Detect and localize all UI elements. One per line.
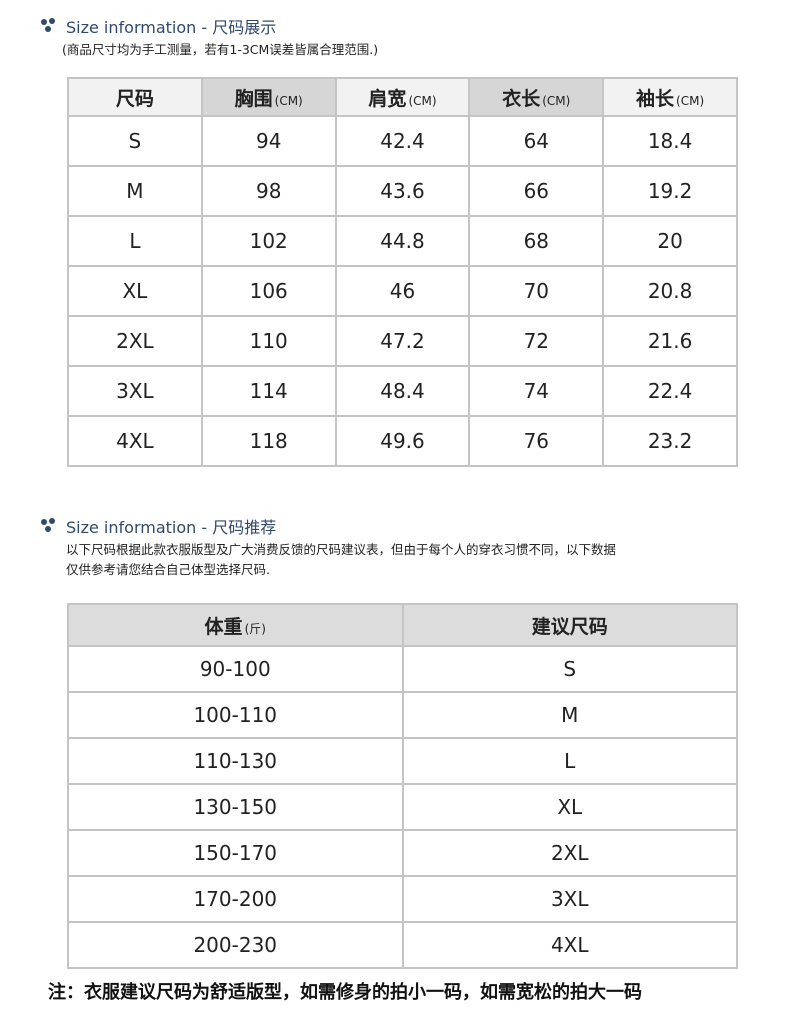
cell: 43.6 <box>334 165 471 217</box>
row: XL 106 46 70 20.8 <box>67 265 738 317</box>
header-row: 体重 (斤) 建议尺码 <box>67 603 738 647</box>
cell: 100-110 <box>67 691 404 739</box>
row: 150-170 2XL <box>67 829 738 877</box>
cell: 200-230 <box>67 921 404 969</box>
cell: 47.2 <box>334 315 471 367</box>
row: 3XL 114 48.4 74 22.4 <box>67 365 738 417</box>
row: M 98 43.6 66 19.2 <box>67 165 738 217</box>
cell: 22.4 <box>602 365 738 417</box>
header-cell: 胸围 (CM) <box>200 77 337 117</box>
row: 110-130 L <box>67 737 738 785</box>
cell: 72 <box>468 315 605 367</box>
cell: 23.2 <box>602 415 738 467</box>
cell: 42.4 <box>334 115 471 167</box>
section-title: Size information - 尺码展示 <box>38 14 276 38</box>
row: 2XL 110 47.2 72 21.6 <box>67 315 738 367</box>
cell: 49.6 <box>334 415 471 467</box>
note-line: 以下尺码根据此款衣服版型及广大消费反馈的尺码建议表，但由于每个人的穿衣习惯不同，… <box>66 542 617 557</box>
cell: L <box>67 215 203 267</box>
row: 170-200 3XL <box>67 875 738 923</box>
cell: 3XL <box>67 365 203 417</box>
cell: 110 <box>200 315 337 367</box>
note-line: 仅供参考请您结合自己体型选择尺码. <box>66 562 270 577</box>
cell: S <box>401 645 738 693</box>
row: 90-100 S <box>67 645 738 693</box>
row: 200-230 4XL <box>67 921 738 969</box>
note: 以下尺码根据此款衣服版型及广大消费反馈的尺码建议表，但由于每个人的穿衣习惯不同，… <box>66 540 616 580</box>
cell: XL <box>401 783 738 831</box>
cell: 90-100 <box>67 645 404 693</box>
row: 4XL 118 49.6 76 23.2 <box>67 415 738 467</box>
cell: 44.8 <box>334 215 471 267</box>
title-text: Size information - 尺码展示 <box>66 18 277 37</box>
footer-note: 注：衣服建议尺码为舒适版型，如需修身的拍小一码，如需宽松的拍大一码 <box>48 982 642 1003</box>
cell: 130-150 <box>67 783 404 831</box>
cell: 2XL <box>401 829 738 877</box>
header-unit: (CM) <box>542 93 571 108</box>
title-text: Size information - 尺码推荐 <box>66 518 277 537</box>
row: 100-110 M <box>67 691 738 739</box>
cell: 106 <box>200 265 337 317</box>
cell: M <box>67 165 203 217</box>
header-label: 建议尺码 <box>531 615 608 638</box>
header-label: 体重 <box>204 615 243 638</box>
row: L 102 44.8 68 20 <box>67 215 738 267</box>
cell: 2XL <box>67 315 203 367</box>
header-label: 尺码 <box>115 87 154 110</box>
header-unit: (CM) <box>274 93 303 108</box>
cell: 4XL <box>401 921 738 969</box>
cell: 118 <box>200 415 337 467</box>
cell: 48.4 <box>334 365 471 417</box>
cell: 20 <box>602 215 738 267</box>
cell: 21.6 <box>602 315 738 367</box>
cell: 4XL <box>67 415 203 467</box>
section-title: Size information - 尺码推荐 <box>38 514 276 538</box>
cell: 114 <box>200 365 337 417</box>
cell: 150-170 <box>67 829 404 877</box>
note: (商品尺寸均为手工测量，若有1-3CM误差皆属合理范围.) <box>62 42 379 57</box>
cell: 68 <box>468 215 605 267</box>
cell: XL <box>67 265 203 317</box>
cell: 76 <box>468 415 605 467</box>
cell: 94 <box>200 115 337 167</box>
header-cell: 体重 (斤) <box>67 603 404 647</box>
cell: 19.2 <box>602 165 738 217</box>
header-cell: 建议尺码 <box>401 603 738 647</box>
cell: 170-200 <box>67 875 404 923</box>
header-unit: (CM) <box>676 93 705 108</box>
cell: 3XL <box>401 875 738 923</box>
cell: 102 <box>200 215 337 267</box>
cell: L <box>401 737 738 785</box>
icon <box>41 518 55 532</box>
cell: S <box>67 115 203 167</box>
cell: 46 <box>334 265 471 317</box>
row: 130-150 XL <box>67 783 738 831</box>
header-cell: 肩宽 (CM) <box>334 77 471 117</box>
cell: 110-130 <box>67 737 404 785</box>
cell: M <box>401 691 738 739</box>
cell: 70 <box>468 265 605 317</box>
cell: 66 <box>468 165 605 217</box>
header-unit: (斤) <box>244 621 266 636</box>
size-table: 尺码 胸围 (CM) 肩宽 (CM) 衣长 (CM) 袖长 (CM) S 94 42.4 64 18.4 M… <box>67 77 738 467</box>
recommend-table: 体重 (斤) 建议尺码 90-100 S 100-110 M 110-130 L 130-150 X… <box>67 603 738 969</box>
row: S 94 42.4 64 18.4 <box>67 115 738 167</box>
icon <box>41 18 55 32</box>
header-label: 衣长 <box>502 87 541 110</box>
header-cell: 袖长 (CM) <box>602 77 738 117</box>
cell: 18.4 <box>602 115 738 167</box>
header-cell: 尺码 <box>67 77 203 117</box>
cell: 64 <box>468 115 605 167</box>
cell: 74 <box>468 365 605 417</box>
header-label: 肩宽 <box>368 87 407 110</box>
header-row: 尺码 胸围 (CM) 肩宽 (CM) 衣长 (CM) 袖长 (CM) <box>67 77 738 117</box>
header-label: 胸围 <box>234 87 273 110</box>
header-unit: (CM) <box>408 93 437 108</box>
cell: 98 <box>200 165 337 217</box>
header-label: 袖长 <box>636 87 675 110</box>
header-cell: 衣长 (CM) <box>468 77 605 117</box>
cell: 20.8 <box>602 265 738 317</box>
